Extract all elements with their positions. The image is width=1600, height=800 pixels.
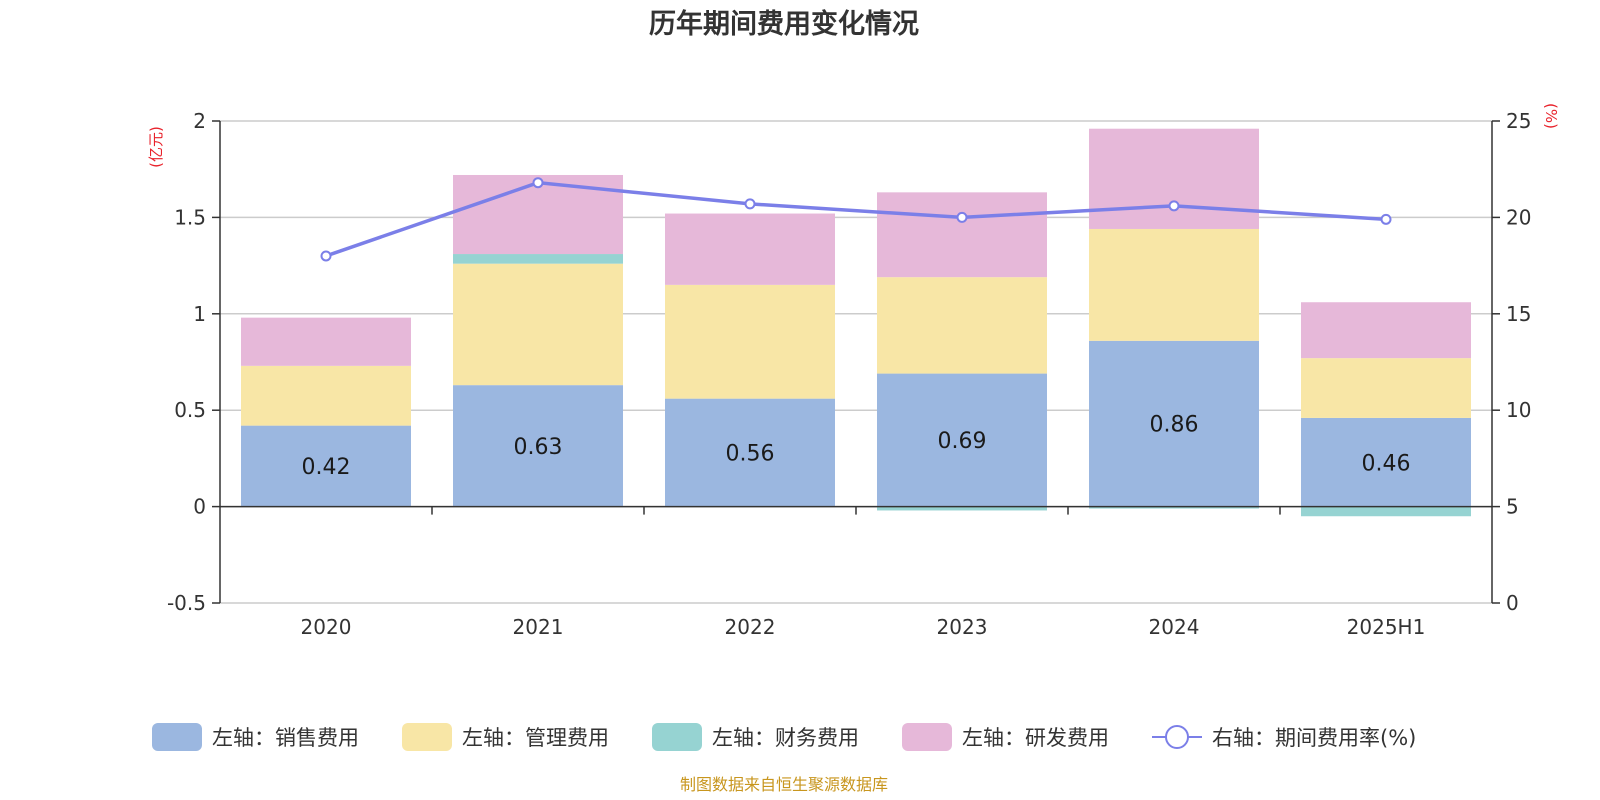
legend-marker: [1165, 725, 1189, 749]
right-tick-label: 25: [1506, 109, 1531, 133]
bar-segment[interactable]: [1089, 128, 1259, 229]
legend-swatch: [902, 723, 952, 751]
line-point[interactable]: [1380, 213, 1392, 225]
bar-segment[interactable]: [453, 385, 623, 507]
chart-title: 历年期间费用变化情况: [649, 8, 919, 40]
legend[interactable]: 左轴：销售费用 左轴：管理费用 左轴：财务费用 左轴：研发费用 右轴：期间费用率(%): [152, 723, 1416, 751]
data-label: 0.69: [938, 429, 987, 454]
bar-segment[interactable]: [241, 425, 411, 507]
data-label: 0.56: [726, 442, 775, 467]
bar-segment[interactable]: [1089, 506, 1259, 509]
legend-label: 左轴：财务费用: [712, 726, 859, 750]
left-tick-label: 0: [193, 495, 206, 519]
right-axis-unit: (%): [1542, 103, 1560, 129]
line-point[interactable]: [532, 177, 544, 189]
legend-swatch: [652, 723, 702, 751]
category-label: 2021: [513, 615, 564, 639]
data-labels: 0.42 0.63 0.56 0.69 0.86 0.46: [302, 413, 1411, 480]
bar-segment[interactable]: [1301, 302, 1471, 359]
bar-series: [241, 128, 1471, 517]
legend-label: 右轴：期间费用率(%): [1212, 726, 1416, 750]
line-point[interactable]: [744, 198, 756, 210]
bar-segment[interactable]: [665, 213, 835, 285]
bar-segment[interactable]: [877, 192, 1047, 278]
legend-label: 左轴：管理费用: [462, 726, 609, 750]
data-label: 0.46: [1362, 451, 1411, 476]
right-tick-label: 0: [1506, 591, 1519, 615]
legend-label: 左轴：研发费用: [962, 726, 1109, 750]
left-axis-unit: (亿元): [147, 126, 165, 168]
legend-label: 左轴：销售费用: [212, 726, 359, 750]
bar-segment[interactable]: [453, 254, 623, 264]
category-label: 2023: [937, 615, 988, 639]
line-point[interactable]: [320, 250, 332, 262]
bar-segment[interactable]: [877, 506, 1047, 511]
legend-swatch: [152, 723, 202, 751]
data-label: 0.86: [1150, 413, 1199, 438]
bar-segment[interactable]: [1089, 340, 1259, 507]
bar-segment[interactable]: [1301, 506, 1471, 517]
bar-segment[interactable]: [453, 263, 623, 386]
bar-segment[interactable]: [665, 284, 835, 399]
legend-item[interactable]: 左轴：销售费用: [152, 723, 359, 751]
bar-segment[interactable]: [877, 277, 1047, 374]
left-tick-label: -0.5: [167, 591, 206, 615]
bar-segment[interactable]: [241, 317, 411, 366]
legend-item[interactable]: 左轴：研发费用: [902, 723, 1109, 751]
bar-segment[interactable]: [877, 373, 1047, 507]
category-label: 2020: [301, 615, 352, 639]
line-point[interactable]: [956, 211, 968, 223]
category-label: 2024: [1149, 615, 1200, 639]
bar-segment[interactable]: [1301, 358, 1471, 418]
category-label: 2022: [725, 615, 776, 639]
legend-swatch: [402, 723, 452, 751]
line-point[interactable]: [1168, 200, 1180, 212]
data-label: 0.42: [302, 455, 351, 480]
bar-segment[interactable]: [241, 365, 411, 426]
bar-segment[interactable]: [1089, 228, 1259, 341]
legend-item[interactable]: 右轴：期间费用率(%): [1152, 725, 1416, 750]
data-source-note: 制图数据来自恒生聚源数据库: [680, 775, 888, 794]
left-tick-label: 1.5: [174, 205, 206, 229]
left-tick-label: 2: [193, 109, 206, 133]
right-tick-label: 20: [1506, 205, 1531, 229]
legend-item[interactable]: 左轴：财务费用: [652, 723, 859, 751]
left-tick-label: 0.5: [174, 398, 206, 422]
right-tick-label: 5: [1506, 495, 1519, 519]
left-tick-label: 1: [193, 302, 206, 326]
category-label: 2025H1: [1347, 615, 1426, 639]
expense-rate-line: [325, 180, 1387, 258]
legend-item[interactable]: 左轴：管理费用: [402, 723, 609, 751]
data-label: 0.63: [514, 435, 563, 460]
right-tick-label: 15: [1506, 302, 1531, 326]
bar-segment[interactable]: [665, 398, 835, 507]
bar-segment[interactable]: [1301, 417, 1471, 507]
line-series: [320, 177, 1392, 262]
right-tick-label: 10: [1506, 398, 1531, 422]
